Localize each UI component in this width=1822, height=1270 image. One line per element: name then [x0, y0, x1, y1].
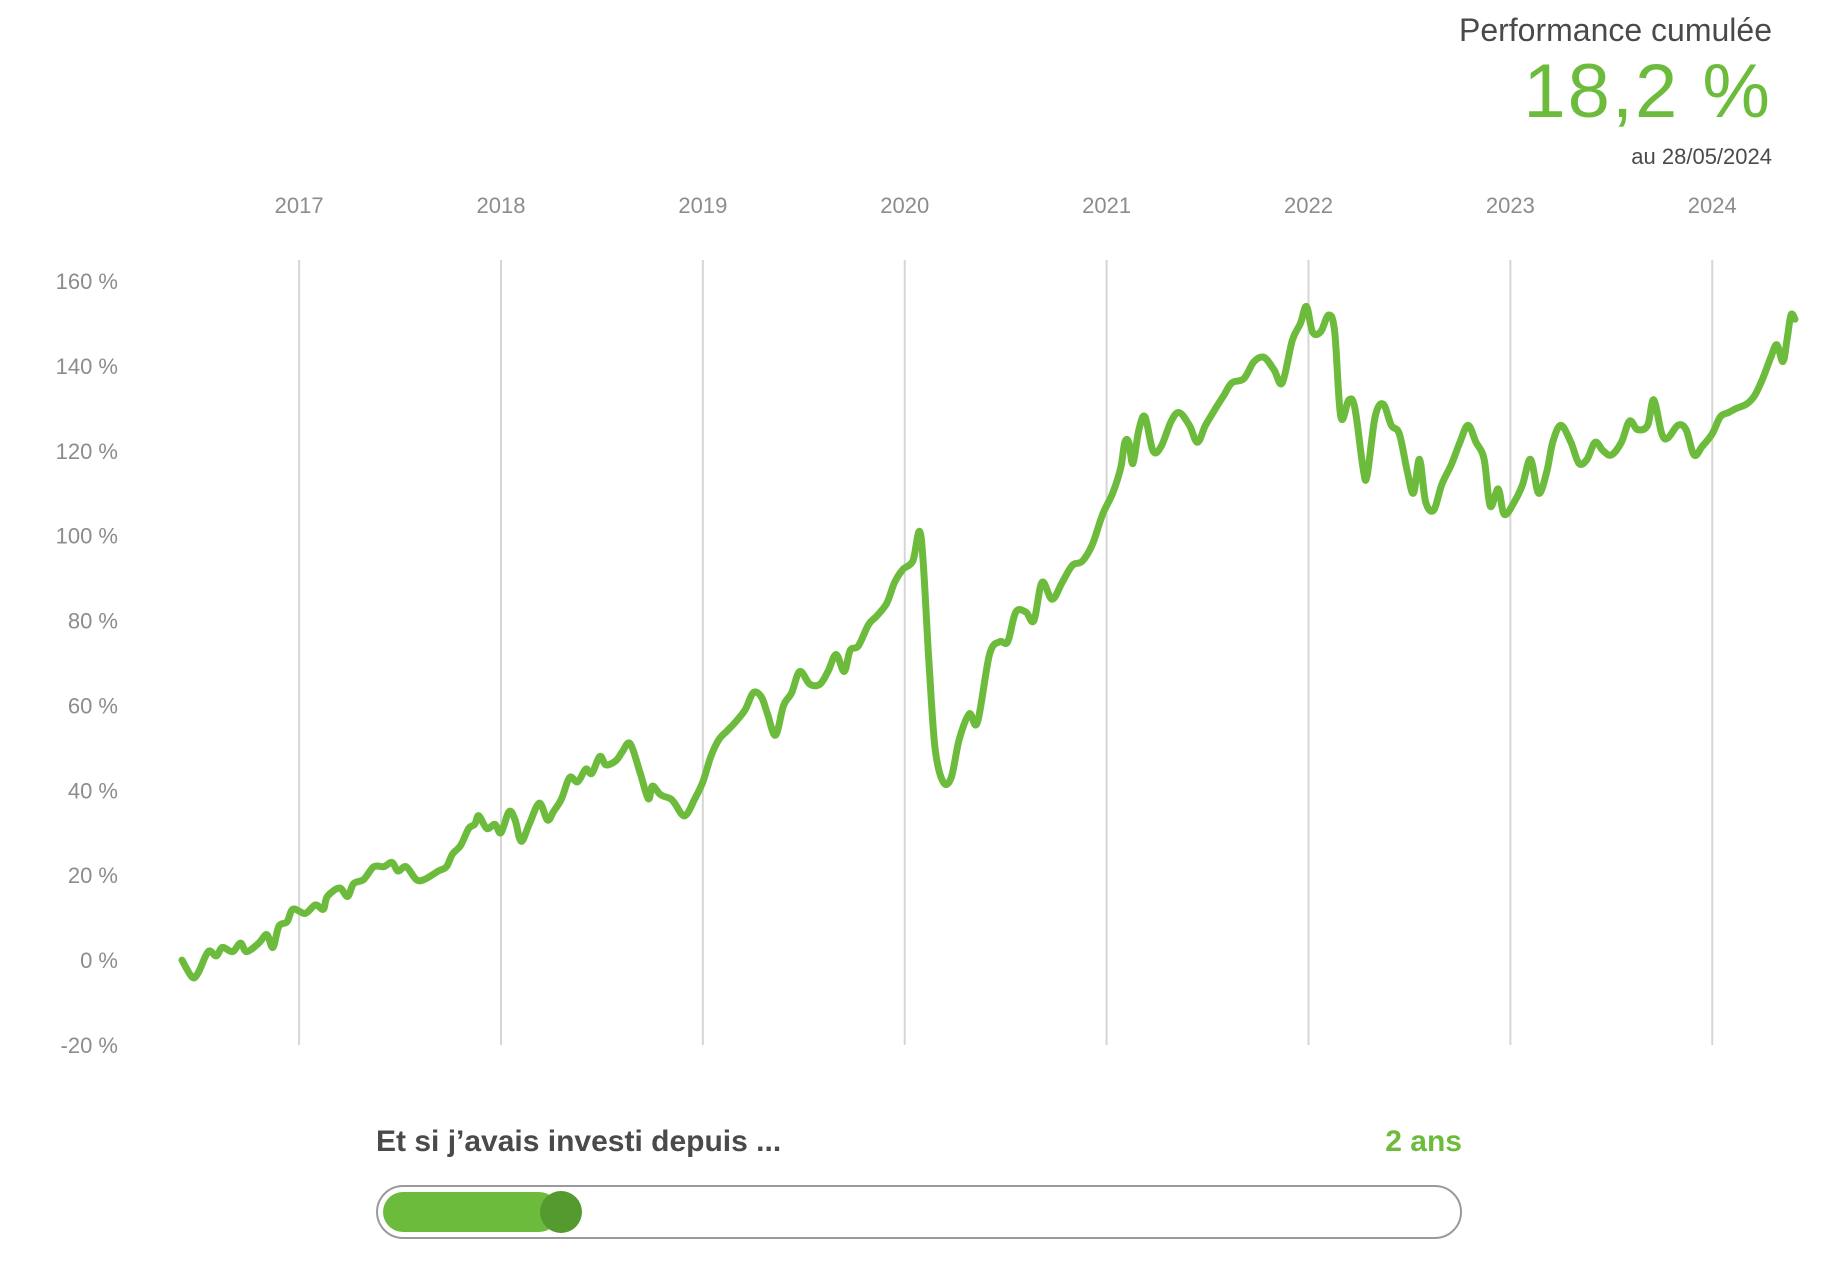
y-tick-label: 100 % [56, 524, 118, 549]
series-line [178, 302, 1799, 982]
x-tick-label: 2024 [1688, 193, 1737, 218]
y-tick-label: 40 % [68, 778, 118, 803]
x-axis: 2017 2018 2019 2020 2021 2022 2023 2024 [275, 193, 1737, 218]
slider-fill [383, 1192, 560, 1232]
x-tick-label: 2017 [275, 193, 324, 218]
y-tick-label: 80 % [68, 609, 118, 634]
y-tick-label: 20 % [68, 863, 118, 888]
slider-track[interactable] [376, 1185, 1462, 1239]
performance-value: 18,2 % [1523, 49, 1772, 134]
y-tick-label: 120 % [56, 439, 118, 464]
performance-date: au 28/05/2024 [1631, 144, 1772, 169]
slider-thumb[interactable] [540, 1191, 583, 1233]
y-tick-label: 160 % [56, 269, 118, 294]
x-tick-label: 2020 [880, 193, 929, 218]
x-tick-label: 2021 [1082, 193, 1131, 218]
x-tick-label: 2023 [1486, 193, 1535, 218]
grid-lines [298, 260, 1714, 1045]
performance-label: Performance cumulée [1458, 12, 1772, 48]
performance-header: Performance cumulée 18,2 % au 28/05/2024 [1459, 10, 1772, 172]
x-tick-label: 2018 [477, 193, 526, 218]
y-tick-label: 60 % [68, 693, 118, 718]
x-tick-label: 2022 [1284, 193, 1333, 218]
y-tick-label: -20 % [61, 1033, 118, 1058]
slider-question: Et si j’avais investi depuis ... [376, 1125, 782, 1158]
y-axis: 160 % 140 % 120 % 100 % 80 % 60 % 40 % 20 % 0 % -… [56, 269, 118, 1058]
y-tick-label: 0 % [80, 948, 118, 973]
performance-chart: 2017 2018 2019 2020 2021 2022 2023 2024 160 % 14… [56, 193, 1799, 1058]
y-tick-label: 140 % [56, 354, 118, 379]
slider-value-label: 2 ans [1385, 1125, 1462, 1158]
x-tick-label: 2019 [678, 193, 727, 218]
